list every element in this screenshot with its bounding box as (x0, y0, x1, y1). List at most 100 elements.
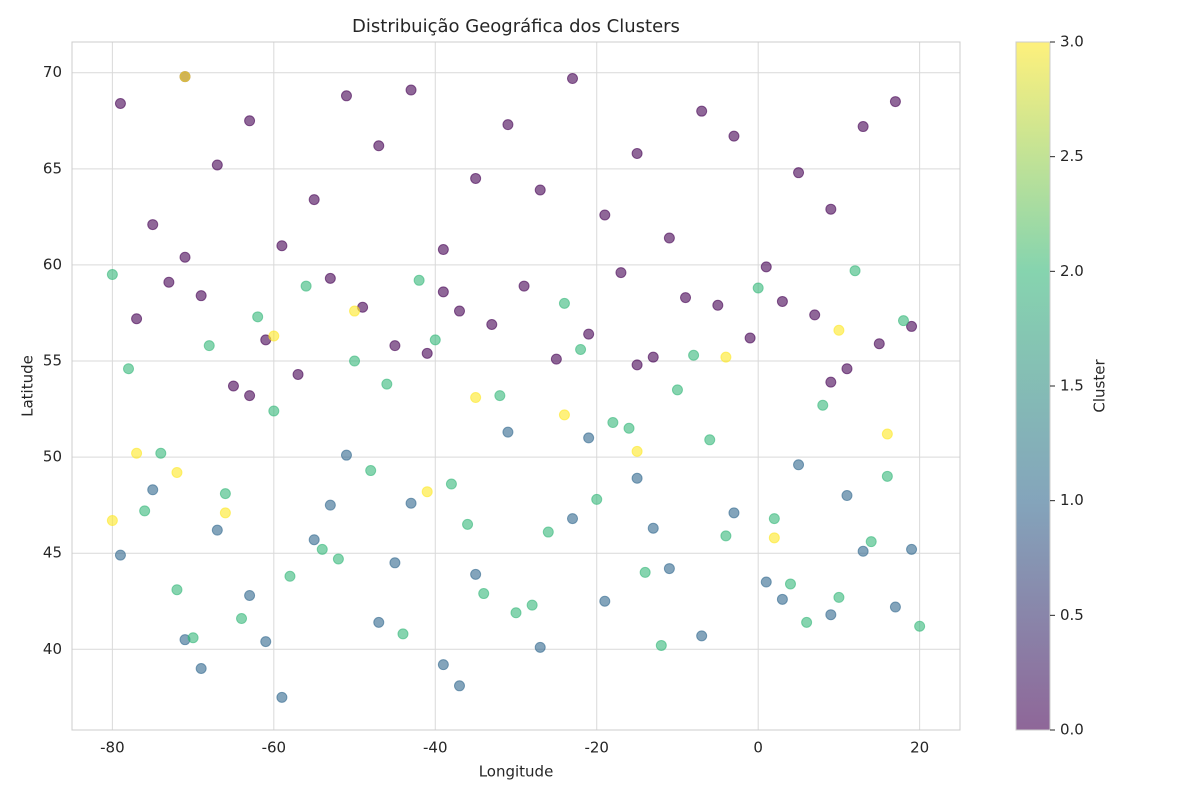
point (631, 147, 643, 159)
chart-title: Distribuição Geográfica dos Clusters (352, 16, 680, 37)
point (534, 184, 546, 196)
point (720, 351, 732, 363)
point (300, 280, 312, 292)
point (889, 601, 901, 613)
point (502, 426, 514, 438)
point (825, 609, 837, 621)
point (542, 526, 554, 538)
point (857, 121, 869, 133)
point (728, 130, 740, 142)
point (752, 282, 764, 294)
point (324, 499, 336, 511)
point (865, 536, 877, 548)
y-tick-label: 40 (43, 640, 62, 658)
point (793, 459, 805, 471)
point (849, 265, 861, 277)
point (567, 73, 579, 85)
colorbar-tick-label: 1.0 (1060, 491, 1084, 509)
y-axis-label: Latitude (19, 355, 37, 417)
point (453, 305, 465, 317)
point (437, 659, 449, 671)
y-tick-label: 60 (43, 255, 62, 273)
point (195, 663, 207, 675)
point (704, 434, 716, 446)
point (712, 299, 724, 311)
point (470, 392, 482, 404)
x-tick-label: -40 (423, 739, 448, 757)
point (744, 332, 756, 344)
point (833, 324, 845, 336)
point (276, 691, 288, 703)
point (841, 490, 853, 502)
point (332, 553, 344, 565)
point (131, 313, 143, 325)
point (607, 417, 619, 429)
point (647, 522, 659, 534)
point (631, 472, 643, 484)
point (599, 595, 611, 607)
plot-frame (71, 41, 961, 731)
point (768, 532, 780, 544)
x-axis-label: Longitude (479, 763, 554, 781)
point (897, 315, 909, 327)
point (688, 349, 700, 361)
point (591, 493, 603, 505)
x-tick-label: -80 (100, 739, 125, 757)
point (429, 334, 441, 346)
colorbar-tick-label: 2.0 (1060, 262, 1084, 280)
point (397, 628, 409, 640)
point (155, 447, 167, 459)
point (421, 347, 433, 359)
point (308, 534, 320, 546)
point (784, 578, 796, 590)
point (171, 584, 183, 596)
point (340, 449, 352, 461)
point (825, 203, 837, 215)
point (260, 636, 272, 648)
point (760, 261, 772, 273)
point (825, 376, 837, 388)
point (470, 568, 482, 580)
point (526, 599, 538, 611)
point (696, 630, 708, 642)
point (340, 90, 352, 102)
point (131, 447, 143, 459)
point (671, 384, 683, 396)
point (833, 591, 845, 603)
point (486, 319, 498, 331)
point (873, 338, 885, 350)
point (647, 351, 659, 363)
point (776, 593, 788, 605)
point (179, 71, 191, 83)
colorbar (1015, 41, 1051, 731)
point (365, 465, 377, 477)
colorbar-tick-label: 1.5 (1060, 377, 1084, 395)
point (123, 363, 135, 375)
point (518, 280, 530, 292)
colorbar-tick-label: 0.5 (1060, 606, 1084, 624)
point (373, 616, 385, 628)
point (437, 244, 449, 256)
point (381, 378, 393, 390)
point (768, 513, 780, 525)
point (349, 355, 361, 367)
point (244, 589, 256, 601)
point (801, 616, 813, 628)
point (405, 84, 417, 96)
y-tick-label: 45 (43, 544, 62, 562)
point (599, 209, 611, 221)
point (663, 232, 675, 244)
point (728, 507, 740, 519)
point (227, 380, 239, 392)
point (244, 115, 256, 127)
point (308, 194, 320, 206)
point (268, 330, 280, 342)
point (889, 96, 901, 108)
point (841, 363, 853, 375)
colorbar-label: Cluster (1091, 359, 1109, 413)
point (615, 267, 627, 279)
point (720, 530, 732, 542)
point (494, 390, 506, 402)
point (906, 320, 918, 332)
